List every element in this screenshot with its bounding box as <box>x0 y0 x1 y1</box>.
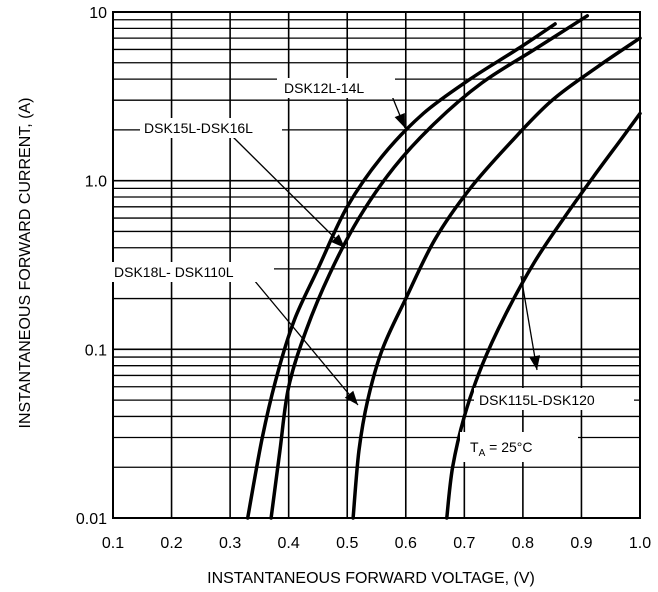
leader-dsk18l <box>253 279 359 406</box>
x-tick-label: 0.8 <box>512 535 534 552</box>
series-label-dsk18l-dsk110l: DSK18L- DSK110L <box>114 264 234 280</box>
y-tick-label: 0.1 <box>85 342 107 359</box>
leader-dsk115l-arrowhead <box>529 355 541 370</box>
leaders <box>229 95 541 406</box>
y-tick-label: 1.0 <box>85 174 107 191</box>
x-tick-label: 0.9 <box>570 535 592 552</box>
series-line-1 <box>245 22 557 520</box>
temperature-condition: TA = 25°C <box>470 439 532 459</box>
y-axis-title: INSTANTANEOUS FORWARD CURRENT, (A) <box>17 98 34 429</box>
series-label-dsk15l-dsk16l: DSK15L-DSK16L <box>144 120 253 136</box>
x-tick-label: 0.1 <box>102 535 124 552</box>
label-bg-dsk12 <box>277 78 395 98</box>
curves <box>245 14 642 520</box>
x-tick-label: 0.4 <box>278 535 300 552</box>
leader-dsk15l-arrowhead <box>331 234 345 248</box>
series-label-dsk115l-dsk120: DSK115L-DSK120 <box>479 392 595 408</box>
x-tick-label: 1.0 <box>629 535 651 552</box>
leader-dsk115l <box>520 275 538 371</box>
x-tick-label: 0.7 <box>453 535 475 552</box>
leader-dsk12l-arrowhead <box>394 112 405 128</box>
y-tick-labels: 10 1.0 0.1 0.01 <box>76 5 107 528</box>
x-tick-label: 0.2 <box>160 535 182 552</box>
y-tick-label: 0.01 <box>76 511 107 528</box>
x-tick-label: 0.3 <box>219 535 241 552</box>
label-bg-dsk115 <box>474 388 634 410</box>
grid <box>112 11 641 519</box>
label-bg-dsk18 <box>112 262 274 282</box>
y-tick-label: 10 <box>89 5 107 22</box>
x-tick-label: 0.6 <box>395 535 417 552</box>
x-axis-title: INSTANTANEOUS FORWARD VOLTAGE, (V) <box>207 570 535 587</box>
x-tick-labels: 0.1 0.2 0.3 0.4 0.5 0.6 0.7 0.8 0.9 1.0 <box>102 535 651 552</box>
series-label-dsk12l-14l: DSK12L-14L <box>284 80 364 96</box>
leader-dsk18l-arrowhead <box>344 390 358 405</box>
condition-bg <box>460 432 578 462</box>
leader-dsk15l <box>229 133 346 249</box>
series-line-2 <box>269 14 590 520</box>
label-bg-dsk15 <box>140 118 282 138</box>
x-tick-label: 0.5 <box>336 535 358 552</box>
series-line-3 <box>351 36 642 520</box>
series-line-4 <box>445 111 642 520</box>
